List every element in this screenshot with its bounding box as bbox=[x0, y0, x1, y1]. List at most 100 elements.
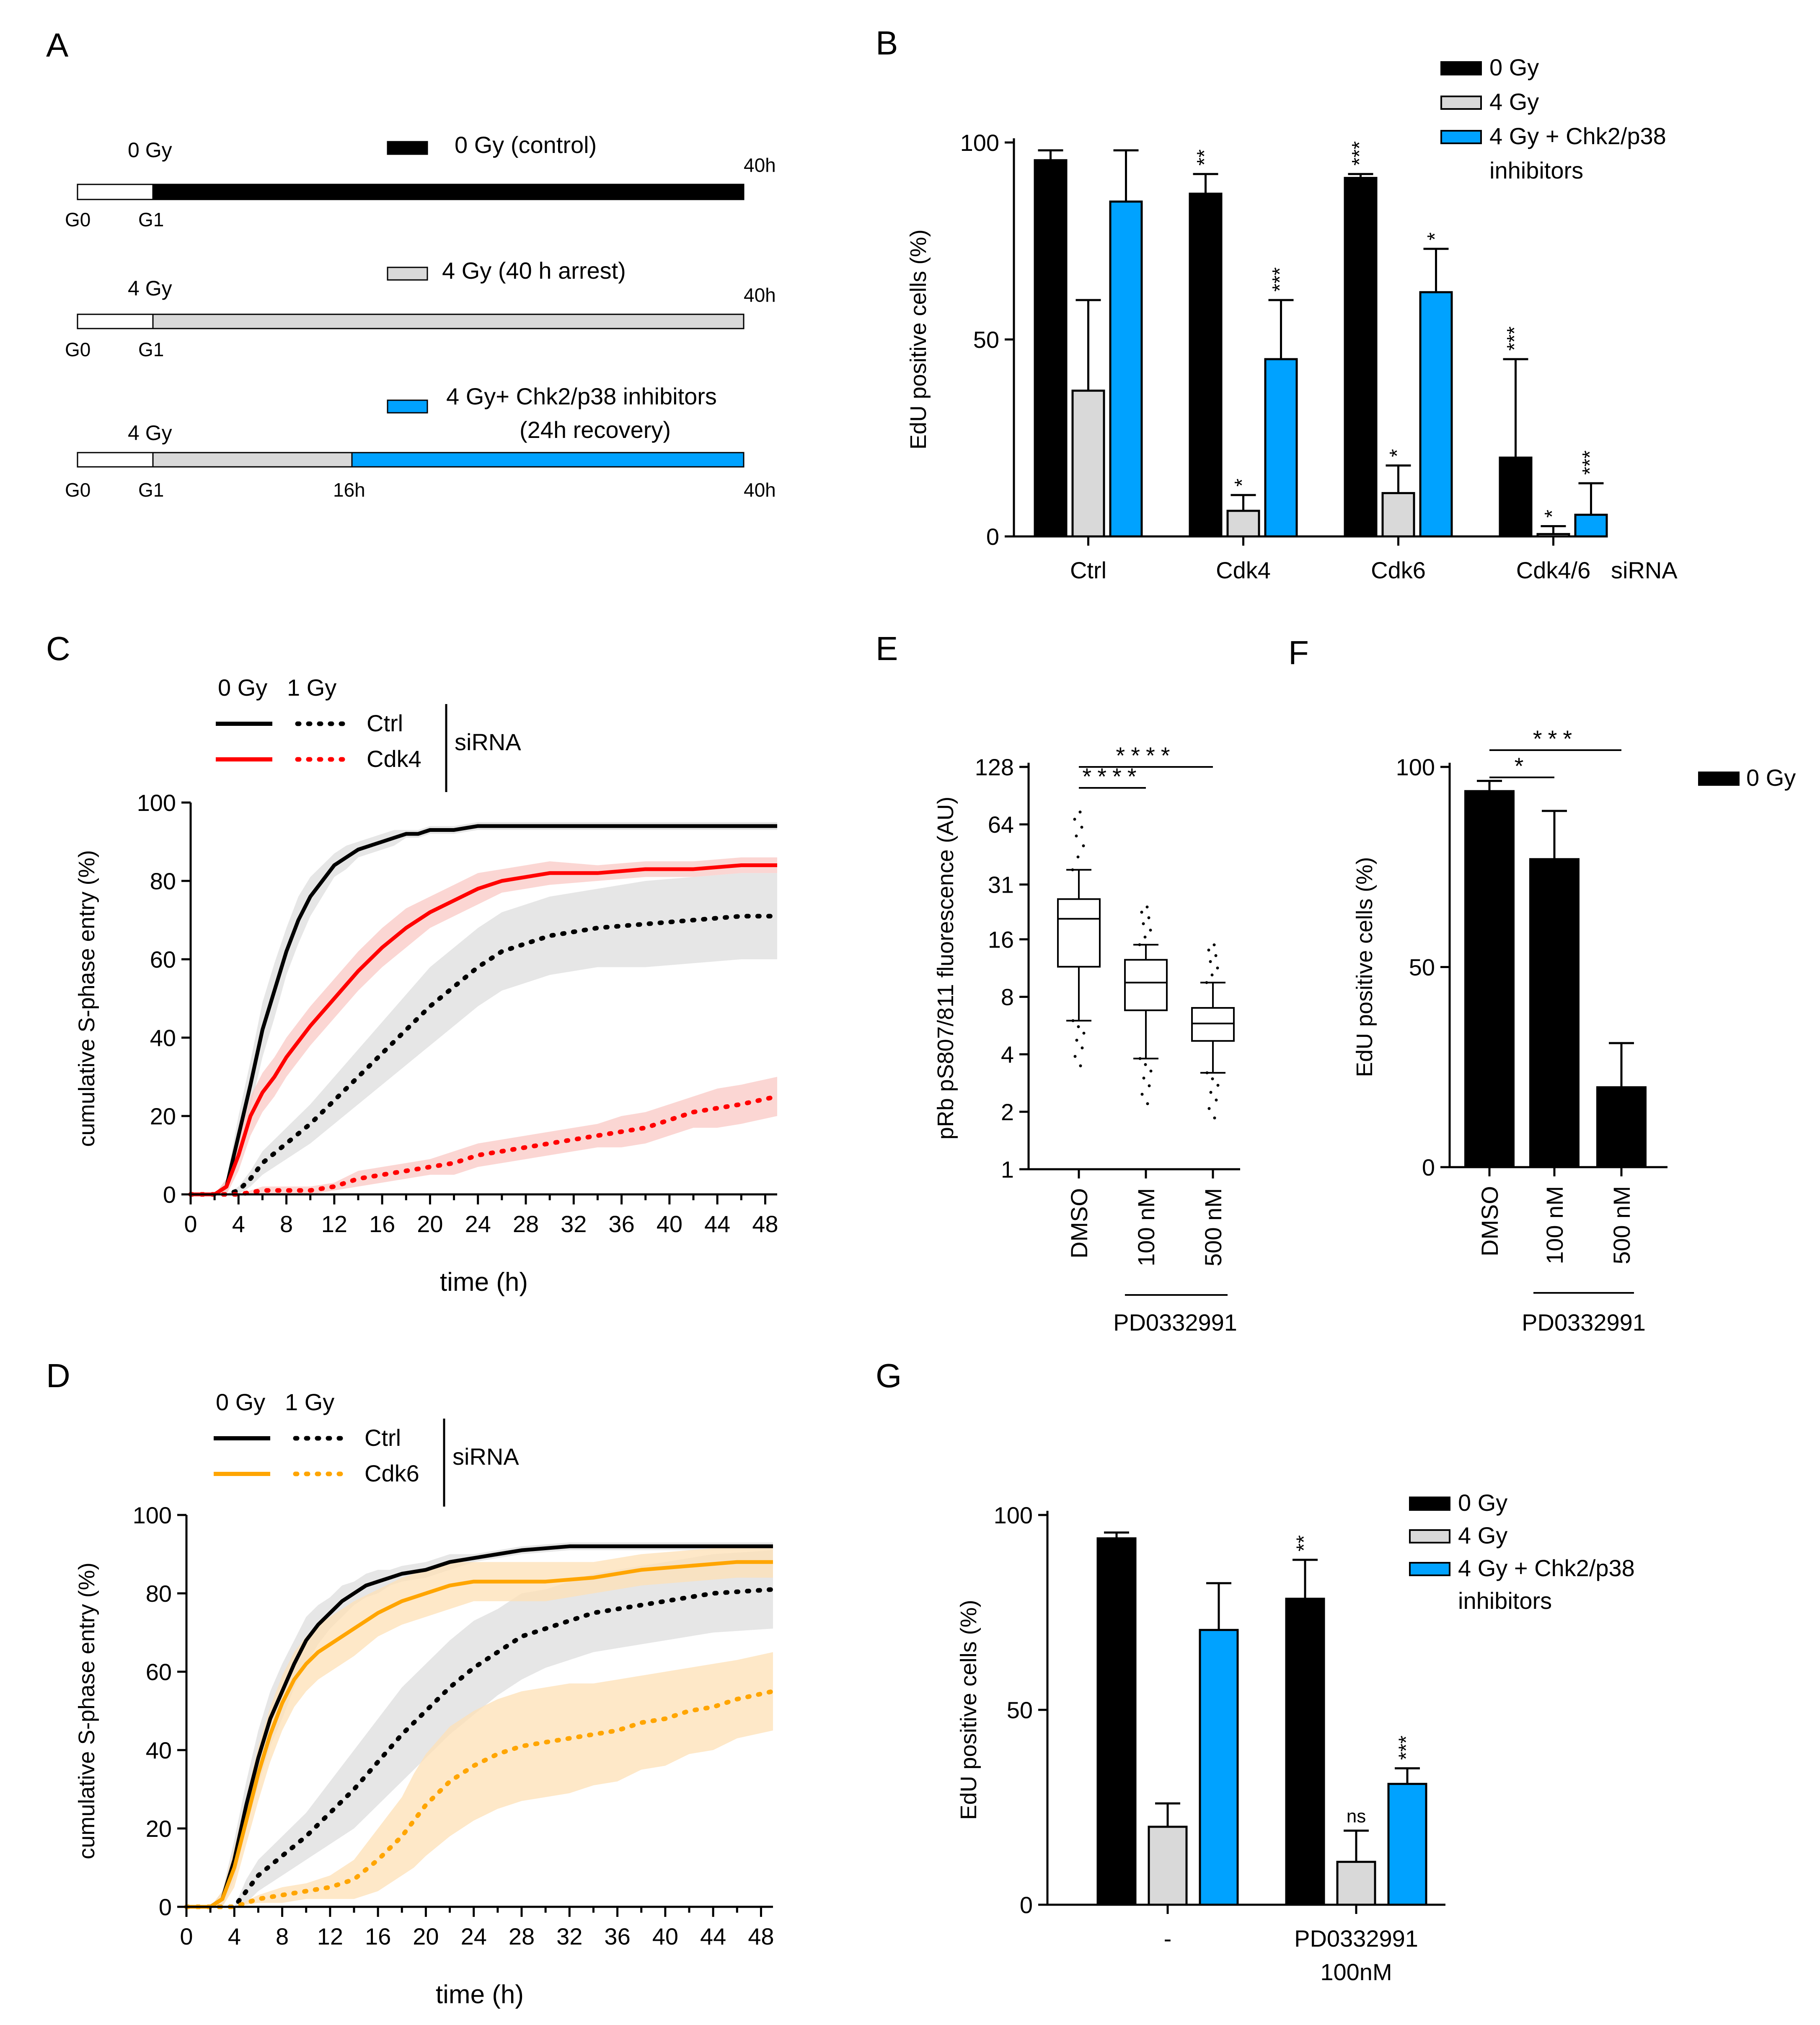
panel-f-y-tick-label: 0 bbox=[1422, 1154, 1435, 1181]
panel-f-category-label: DMSO bbox=[1476, 1186, 1503, 1256]
timeline-3-mid: 16h bbox=[333, 479, 365, 501]
panel-d-x-tick-label: 20 bbox=[413, 1923, 439, 1950]
panel-c-legend-header-1gy: 1 Gy bbox=[287, 674, 336, 701]
panel-e-y-tick-label: 8 bbox=[1001, 984, 1014, 1010]
panel-e-outlier-dot bbox=[1212, 943, 1216, 947]
panel-d-x-tick-label: 28 bbox=[509, 1923, 535, 1950]
panel-f-comparison-label: *** bbox=[1533, 725, 1578, 752]
panel-d-confidence-band bbox=[186, 1550, 773, 1907]
panel-f-comparison-label: * bbox=[1515, 753, 1530, 779]
panel-c-x-label: time (h) bbox=[440, 1268, 528, 1297]
panel-g-bar bbox=[1285, 1598, 1325, 1906]
panel-label-a: A bbox=[46, 26, 69, 64]
panel-c-x-tick-label: 32 bbox=[561, 1211, 587, 1237]
panel-c-y-tick-label: 0 bbox=[163, 1181, 176, 1208]
panel-e-y-tick-label: 4 bbox=[1001, 1041, 1014, 1068]
panel-b-bar bbox=[1419, 291, 1453, 538]
panel-g-chart: 0 50 100 EdU positive cells (%) - PD0332991 10… bbox=[956, 1489, 1635, 1985]
panel-c-series-line bbox=[191, 863, 777, 1196]
panel-c-x-tick-label: 36 bbox=[608, 1211, 634, 1237]
timeline-3-g1: G1 bbox=[138, 479, 164, 501]
panel-e-y-tick-label: 1 bbox=[1001, 1156, 1014, 1183]
panel-d-x-tick-label: 40 bbox=[652, 1923, 678, 1950]
panel-c-series-line bbox=[188, 914, 780, 1197]
panel-b-sig-label: *** bbox=[1348, 141, 1371, 166]
panel-e-category-label: 500 nM bbox=[1200, 1188, 1226, 1266]
panel-d-x-tick-label: 8 bbox=[276, 1923, 289, 1950]
timeline-2-legend-swatch bbox=[387, 267, 428, 281]
panel-c-legend-group: siRNA bbox=[455, 729, 521, 755]
panel-a-schematic: 0 Gy G0 G1 40h 0 Gy (control) 4 Gy G0 G1… bbox=[65, 132, 776, 501]
panel-f-bar bbox=[1464, 790, 1515, 1168]
panel-b-bar bbox=[1109, 200, 1143, 538]
panel-d-legend-group: siRNA bbox=[452, 1443, 519, 1470]
timeline-2-g1: G1 bbox=[138, 339, 164, 360]
panel-d-x-tick-label: 44 bbox=[700, 1923, 726, 1950]
panel-b-x-suffix: siRNA bbox=[1611, 557, 1678, 583]
panel-g-legend-label: 4 Gy bbox=[1458, 1522, 1507, 1549]
panel-c-series-line bbox=[191, 824, 777, 1196]
panel-e-outlier-dot bbox=[1209, 960, 1212, 963]
panel-g-legend-label: 0 Gy bbox=[1458, 1489, 1507, 1516]
panel-c-confidence-band bbox=[191, 1077, 777, 1194]
panel-d-y-tick-label: 60 bbox=[146, 1659, 172, 1685]
panel-e-y-tick-label: 16 bbox=[988, 926, 1014, 953]
panel-c-legend-row-label: Ctrl bbox=[367, 710, 403, 736]
panel-c-y-tick-label: 40 bbox=[150, 1025, 176, 1051]
panel-g-y-label: EdU positive cells (%) bbox=[956, 1600, 981, 1820]
timeline-1-g0-segment bbox=[77, 184, 154, 200]
panel-e-outlier-dot bbox=[1073, 818, 1076, 821]
panel-e-outlier-dot bbox=[1138, 943, 1141, 946]
panel-e-outlier-dot bbox=[1080, 826, 1083, 829]
panel-d-x-tick-label: 24 bbox=[461, 1923, 487, 1950]
panel-g-category-label: - bbox=[1164, 1925, 1172, 1952]
panel-b-category-label: Cdk6 bbox=[1371, 557, 1426, 583]
panel-f-group-label: PD0332991 bbox=[1522, 1309, 1646, 1336]
panel-e-outlier-dot bbox=[1211, 1077, 1214, 1080]
panel-b-bar bbox=[1381, 492, 1415, 538]
timeline-2-g0-segment bbox=[77, 313, 154, 329]
panel-e-outlier-dot bbox=[1210, 973, 1214, 976]
panel-b-bar bbox=[1499, 456, 1533, 538]
panel-f-legend-swatch bbox=[1698, 772, 1740, 786]
panel-b-sig-label: *** bbox=[1268, 267, 1292, 292]
panel-c-legend-header-0gy: 0 Gy bbox=[218, 674, 267, 701]
panel-c-x-tick-label: 0 bbox=[184, 1211, 197, 1237]
panel-b-sig-label: *** bbox=[1503, 326, 1526, 351]
panel-e-outlier-dot bbox=[1205, 981, 1208, 984]
panel-d-series-line bbox=[186, 1560, 773, 1909]
timeline-3-legend-sub: (24h recovery) bbox=[520, 417, 671, 443]
panel-b-sig-label: ** bbox=[1193, 149, 1216, 166]
panel-d-legend-header-1gy: 1 Gy bbox=[285, 1389, 334, 1415]
panel-d-y-tick-label: 80 bbox=[146, 1580, 172, 1607]
timeline-1-g0: G0 bbox=[65, 209, 90, 230]
panel-c-x-tick-label: 40 bbox=[657, 1211, 682, 1237]
panel-e-outlier-dot bbox=[1071, 1019, 1075, 1022]
panel-d-x-tick-label: 12 bbox=[317, 1923, 343, 1950]
panel-c-x-tick-label: 44 bbox=[704, 1211, 730, 1237]
timeline-1-legend-swatch bbox=[387, 141, 428, 155]
panel-e-outlier-dot bbox=[1076, 855, 1080, 859]
panel-g-y-tick-label: 0 bbox=[1020, 1892, 1033, 1918]
panel-e-outlier-dot bbox=[1216, 1084, 1220, 1087]
panel-e-box bbox=[1191, 1007, 1235, 1042]
panel-d-y-tick-label: 100 bbox=[133, 1502, 172, 1528]
panel-b-category-label: Cdk4/6 bbox=[1516, 557, 1590, 583]
timeline-2-g0: G0 bbox=[65, 339, 90, 360]
panel-b-legend-swatch bbox=[1440, 96, 1482, 110]
panel-e-outlier-dot bbox=[1149, 928, 1152, 932]
panel-b-y-tick-label: 0 bbox=[986, 523, 999, 550]
timeline-2-treatment-segment bbox=[152, 313, 745, 329]
panel-e-outlier-dot bbox=[1140, 1093, 1144, 1096]
panel-g-bar bbox=[1148, 1826, 1188, 1906]
panel-c-x-tick-label: 20 bbox=[417, 1211, 443, 1237]
panel-d-x-tick-label: 32 bbox=[556, 1923, 582, 1950]
panel-d-x-tick-label: 48 bbox=[748, 1923, 774, 1950]
panel-c-x-tick-label: 16 bbox=[369, 1211, 395, 1237]
panel-b-legend-label: 4 Gy bbox=[1489, 88, 1539, 115]
timeline-1-legend: 0 Gy (control) bbox=[455, 132, 597, 158]
panel-b-bar bbox=[1071, 389, 1105, 538]
panel-g-legend-swatch bbox=[1409, 1562, 1450, 1576]
panel-e-outlier-dot bbox=[1146, 1102, 1149, 1106]
